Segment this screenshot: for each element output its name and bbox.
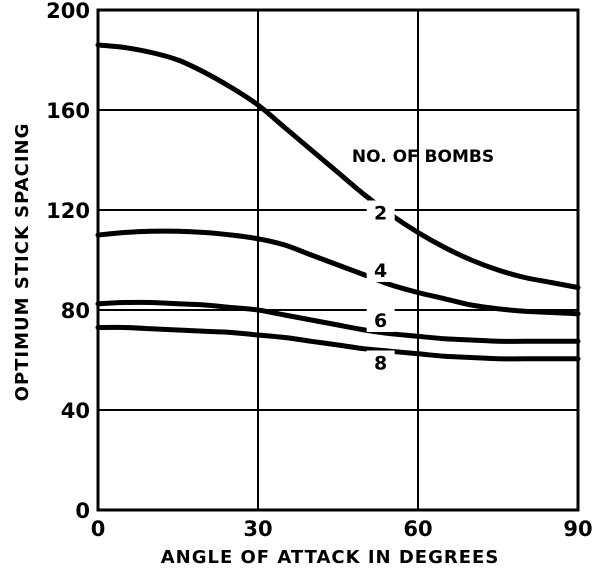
legend-title: NO. OF BOMBS [352, 147, 494, 167]
series-line-6-bombs [95, 299, 581, 344]
y-tick-label: 200 [46, 0, 90, 23]
x-tick-label: 90 [563, 517, 592, 541]
y-tick-label: 80 [61, 299, 90, 323]
y-tick-label: 40 [61, 399, 90, 423]
x-tick-label: 60 [403, 517, 432, 541]
x-tick-label: 0 [91, 517, 106, 541]
series-label-background [366, 350, 395, 375]
x-axis-title: ANGLE OF ATTACK IN DEGREES [161, 547, 500, 568]
series-lines [95, 42, 581, 362]
y-tick-label: 160 [46, 99, 90, 123]
y-tick-label: 0 [75, 499, 90, 523]
x-tick-label: 30 [243, 517, 272, 541]
series-label-background [366, 200, 395, 225]
x-tick-labels: 0 30 60 90 [91, 517, 593, 541]
series-label-background [366, 308, 395, 332]
y-tick-label: 120 [46, 199, 90, 223]
y-axis-title: OPTIMUM STICK SPACING [12, 123, 33, 402]
series-label-6: 6 [374, 310, 387, 332]
plot-frame [96, 8, 580, 512]
series-label-background [366, 258, 395, 282]
series-labels: 2 4 6 8 [366, 200, 395, 375]
series-line-2-bombs [95, 42, 581, 290]
grid [98, 10, 578, 510]
series-line-8-bombs [95, 324, 581, 362]
series-label-2: 2 [374, 203, 387, 225]
series-label-8: 8 [374, 353, 387, 375]
series-label-4: 4 [374, 260, 387, 282]
series-line-4-bombs [95, 228, 581, 317]
y-tick-labels: 0 40 80 120 160 200 [46, 0, 90, 523]
